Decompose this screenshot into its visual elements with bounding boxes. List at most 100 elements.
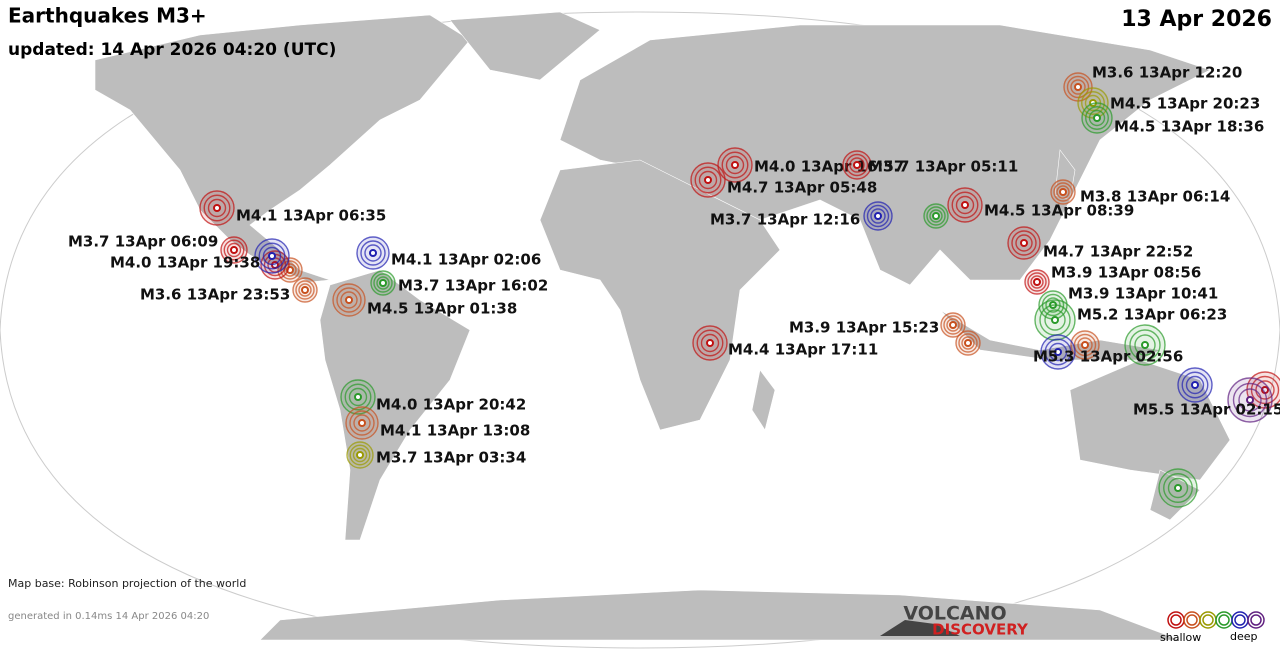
ring	[694, 166, 722, 194]
date: 13 Apr 2026	[1121, 7, 1272, 32]
legend-ring	[1247, 611, 1265, 629]
ring-center	[1059, 188, 1067, 196]
quake-marker	[340, 379, 376, 415]
ring	[344, 383, 372, 411]
ring	[364, 244, 382, 262]
quake-label: M3.9 13Apr 15:23	[789, 319, 939, 337]
ring-center	[874, 212, 882, 220]
quake-marker	[345, 406, 379, 440]
quake-marker	[1050, 179, 1076, 205]
ring	[336, 287, 362, 313]
quake-label: M4.5 13Apr 08:39	[984, 202, 1134, 220]
ring-center	[1081, 341, 1089, 349]
legend-ring	[1218, 614, 1230, 626]
ring	[725, 155, 745, 175]
quake-label: M3.7 13Apr 05:11	[868, 158, 1018, 176]
quake-label: M3.9 13Apr 08:56	[1051, 264, 1201, 282]
legend-ring	[1202, 614, 1214, 626]
ring	[926, 206, 946, 226]
ring	[1053, 182, 1073, 202]
ring-center	[706, 339, 714, 347]
ring	[1238, 388, 1262, 412]
ring	[1167, 477, 1189, 499]
ring	[373, 273, 393, 293]
ring	[298, 283, 312, 297]
quake-label: M4.0 13Apr 20:42	[376, 396, 526, 414]
quake-marker	[1024, 269, 1050, 295]
quake-label: M3.6 13Apr 23:53	[140, 286, 290, 304]
ring-center	[932, 212, 940, 220]
quake-marker	[690, 162, 726, 198]
quake-label: M4.5 13Apr 18:36	[1114, 118, 1264, 136]
ring	[376, 276, 390, 290]
ring	[258, 242, 286, 270]
ring-center	[1141, 341, 1149, 349]
ring	[700, 333, 720, 353]
ring	[349, 444, 371, 466]
ring	[1056, 185, 1070, 199]
title: Earthquakes M3+	[8, 4, 207, 28]
ring	[955, 195, 975, 215]
quake-marker	[292, 277, 318, 303]
ring	[1134, 334, 1156, 356]
logo-line2: DISCOVERY	[932, 621, 1029, 639]
quake-marker	[1158, 468, 1198, 508]
ring	[1088, 109, 1106, 127]
legend-deep: deep	[1230, 630, 1258, 643]
quake-marker	[947, 187, 983, 223]
quake-marker	[1124, 324, 1166, 366]
quake-marker	[254, 238, 290, 274]
ring	[929, 209, 943, 223]
ring	[352, 447, 368, 463]
quake-marker	[1227, 377, 1273, 423]
ring-center	[949, 321, 957, 329]
ring-center	[354, 393, 362, 401]
quake-label: M3.7 13Apr 16:02	[398, 277, 548, 295]
depth-legend	[1167, 611, 1265, 629]
ring	[1011, 230, 1037, 256]
ring	[1232, 382, 1268, 418]
ring	[226, 242, 242, 258]
legend-shallow: shallow	[1160, 631, 1201, 644]
ring	[946, 318, 960, 332]
quake-marker	[332, 283, 366, 317]
ring-center	[1074, 83, 1082, 91]
quake-marker	[1040, 334, 1076, 370]
ring	[203, 194, 231, 222]
quake-marker	[199, 190, 235, 226]
generated-note: generated in 0.14ms 14 Apr 2026 04:20	[8, 611, 209, 622]
ring-center	[1054, 348, 1062, 356]
quake-marker	[1034, 299, 1076, 341]
quake-marker	[370, 270, 396, 296]
quake-marker	[955, 330, 981, 356]
ring	[349, 410, 375, 436]
quake-label: M4.5 13Apr 20:23	[1110, 95, 1260, 113]
quake-marker	[692, 325, 728, 361]
quake-marker	[842, 150, 872, 180]
quake-label: M3.7 13Apr 03:34	[376, 449, 526, 467]
quake-label: M5.5 13Apr 02:15	[1133, 401, 1280, 419]
ring	[1185, 375, 1205, 395]
quake-marker	[346, 441, 374, 469]
quake-marker	[1070, 330, 1100, 360]
ring	[1027, 272, 1047, 292]
ring-center	[1191, 381, 1199, 389]
ring	[1015, 234, 1033, 252]
ring-center	[230, 246, 238, 254]
ring-center	[301, 286, 309, 294]
quake-marker	[1177, 367, 1213, 403]
ring	[262, 246, 282, 266]
quake-label: M4.7 13Apr 22:52	[1043, 243, 1193, 261]
ring	[721, 151, 749, 179]
ring	[1066, 75, 1090, 99]
ring	[1081, 91, 1105, 115]
ring	[866, 204, 890, 228]
ring	[943, 315, 963, 335]
ring	[1077, 337, 1093, 353]
ring	[360, 240, 386, 266]
quake-marker	[1007, 226, 1041, 260]
ring	[348, 387, 368, 407]
ring-center	[1174, 484, 1182, 492]
ring	[1045, 297, 1061, 313]
